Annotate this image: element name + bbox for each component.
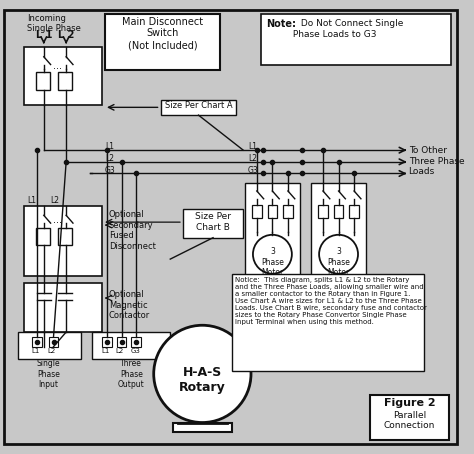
Text: Size Per
Chart B: Size Per Chart B: [195, 212, 231, 232]
Text: L2: L2: [116, 348, 124, 354]
Bar: [58, 72, 72, 90]
Bar: [267, 205, 277, 218]
Bar: [117, 337, 127, 347]
Bar: [58, 228, 72, 246]
Text: L1: L1: [27, 196, 36, 205]
Bar: [105, 14, 220, 70]
Text: Main Disconnect
Switch
(Not Included): Main Disconnect Switch (Not Included): [122, 17, 203, 50]
Bar: [24, 283, 102, 332]
Bar: [183, 208, 243, 238]
Bar: [334, 205, 344, 218]
Text: Optional
Magnetic
Contactor: Optional Magnetic Contactor: [109, 290, 150, 320]
Text: 3
Phase
Motor: 3 Phase Motor: [261, 247, 284, 277]
Text: L2: L2: [51, 196, 60, 205]
Bar: [173, 423, 231, 432]
Text: Notice:  This diagram, splits L1 & L2 to the Rotary
and the Three Phase Loads, a: Notice: This diagram, splits L1 & L2 to …: [236, 276, 427, 325]
Bar: [36, 228, 50, 246]
Bar: [24, 206, 102, 276]
Bar: [102, 337, 112, 347]
Bar: [261, 14, 451, 64]
Circle shape: [154, 325, 251, 423]
Circle shape: [253, 235, 292, 274]
Text: ...: ...: [53, 61, 62, 71]
Text: L2: L2: [248, 154, 257, 163]
Bar: [318, 205, 328, 218]
Text: L1: L1: [105, 143, 114, 151]
Bar: [24, 47, 102, 105]
Bar: [231, 274, 424, 371]
Bar: [161, 99, 237, 115]
Bar: [92, 332, 170, 359]
Text: 3
Phase
Motor: 3 Phase Motor: [327, 247, 350, 277]
Bar: [311, 183, 366, 276]
Bar: [18, 332, 81, 359]
Text: To Other
Three Phase
Loads: To Other Three Phase Loads: [409, 146, 464, 176]
Text: L2: L2: [105, 154, 114, 163]
Text: Three
Phase
Output: Three Phase Output: [118, 359, 145, 389]
Text: Phase Loads to G3: Phase Loads to G3: [266, 30, 376, 39]
Bar: [252, 205, 262, 218]
Bar: [32, 337, 42, 347]
Text: G3: G3: [248, 166, 259, 175]
Bar: [370, 395, 449, 440]
Text: Note:: Note:: [266, 19, 297, 29]
Text: Single
Phase
Input: Single Phase Input: [37, 359, 61, 389]
Text: ...: ...: [53, 215, 62, 225]
Text: Size Per Chart A: Size Per Chart A: [164, 102, 232, 110]
Bar: [131, 337, 141, 347]
Bar: [36, 72, 50, 90]
Text: L2: L2: [48, 348, 56, 354]
Text: L 1: L 1: [36, 30, 52, 40]
Bar: [283, 205, 293, 218]
Text: L1: L1: [31, 348, 39, 354]
Text: Do Not Connect Single: Do Not Connect Single: [298, 19, 403, 28]
Text: Parallel
Connection: Parallel Connection: [384, 411, 435, 430]
Text: Figure 2: Figure 2: [384, 398, 436, 408]
Bar: [49, 337, 58, 347]
Text: L1: L1: [101, 348, 109, 354]
Text: H-A-S
Rotary: H-A-S Rotary: [179, 366, 226, 394]
Circle shape: [319, 235, 358, 274]
Bar: [245, 183, 300, 276]
Text: G3: G3: [130, 348, 140, 354]
Bar: [349, 205, 359, 218]
Text: L1: L1: [248, 143, 257, 151]
Text: Optional
Secondary
Fused
Disconnect: Optional Secondary Fused Disconnect: [109, 211, 156, 251]
Text: G3: G3: [105, 166, 116, 175]
Text: L 2: L 2: [58, 30, 74, 40]
Text: Incoming
Single Phase: Incoming Single Phase: [27, 14, 81, 33]
